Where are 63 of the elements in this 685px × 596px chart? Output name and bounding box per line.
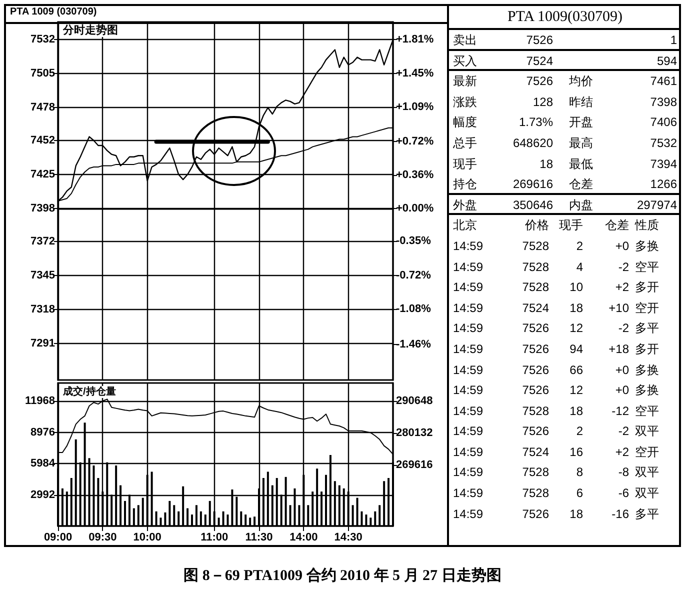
y2-tick-label: +1.45% [396, 67, 434, 80]
text: 14:59 7524 18 +10 空开 [453, 300, 659, 315]
text: 涨跌 128 昨结 7398 [453, 94, 677, 109]
x-tick-label: 09:30 [88, 532, 117, 544]
y2-tick-label: 269616 [396, 458, 433, 471]
text: 14:59 7526 12 +0 多换 [453, 383, 659, 398]
text: 持仓 269616 仓差 1266 [453, 177, 677, 192]
text: 总手 648620 最高 7532 [453, 136, 677, 150]
text: 14:59 7526 12 -2 多平 [453, 321, 659, 336]
y2-tick-label: +1.09% [396, 100, 434, 113]
text: 14:59 7524 16 +2 空开 [453, 444, 659, 459]
y2-tick-label: -1.08% [396, 303, 432, 316]
text: 14:59 7528 8 -8 双平 [453, 465, 659, 480]
y-tick-label: 7291 [30, 337, 55, 350]
text: 最新 7526 均价 7461 [453, 74, 677, 88]
text: 14:59 7528 6 -6 双平 [453, 486, 659, 500]
y2-tick-label: +0.36% [396, 168, 434, 181]
y-tick-label: 7452 [30, 134, 55, 146]
y2-tick-label: -1.46% [396, 338, 432, 351]
y2-tick-label: +0.00% [396, 202, 434, 214]
y2-tick-label: -0.35% [396, 235, 432, 248]
chart-title: PTA 1009 (030709) [10, 6, 97, 18]
x-tick-label: 14:30 [334, 532, 362, 544]
y-tick-label: 7532 [30, 34, 55, 46]
y-tick-label: 7478 [30, 102, 55, 114]
text: 14:59 7526 94 +18 多开 [453, 342, 659, 356]
y-tick-label: 11968 [25, 395, 55, 408]
y2-tick-label: 290648 [396, 394, 433, 407]
text: 北京 价格 现手 仓差 性质 [453, 218, 659, 232]
text: 14:59 7528 2 +0 多换 [453, 238, 659, 253]
x-tick-label: 09:00 [44, 532, 72, 544]
text: 14:59 7528 18 -12 空平 [453, 404, 659, 418]
chart-title: 成交/持仓量 [62, 386, 116, 398]
x-tick-label: 14:00 [290, 532, 318, 544]
y-tick-label: 5984 [30, 458, 56, 470]
text: PTA 1009(030709) [449, 6, 681, 30]
y-tick-label: 7318 [30, 303, 55, 316]
text: 外盘 350646 内盘 297974 [453, 198, 677, 212]
x-tick-label: 10:00 [133, 532, 162, 544]
y-tick-label: 2992 [30, 488, 55, 501]
text: 14:59 7528 4 -2 空平 [453, 260, 659, 274]
y2-tick-label: -0.72% [396, 270, 432, 282]
text: 幅度 1.73% 开盘 7406 [453, 115, 677, 130]
chart-subtitle: 分时走势图 [62, 24, 118, 36]
caption: 图 8－69 PTA1009 合约 2010 年 5 月 27 日走势图 [182, 566, 502, 585]
x-tick-label: 11:00 [200, 532, 228, 544]
text: 买入 7524 594 [453, 54, 677, 68]
y2-tick-label: +1.81% [396, 34, 434, 46]
y-tick-label: 8976 [30, 426, 55, 438]
x-tick-label: 11:30 [245, 532, 273, 544]
y-tick-label: 7505 [30, 68, 55, 80]
y-tick-label: 7425 [30, 168, 55, 181]
text: 14:59 7528 10 +2 多开 [453, 280, 659, 294]
y-tick-label: 7372 [30, 235, 55, 248]
y2-tick-label: 280132 [396, 426, 433, 439]
y-tick-label: 7345 [30, 269, 55, 282]
y-tick-label: 7398 [30, 202, 55, 215]
text: 现手 18 最低 7394 [453, 156, 677, 171]
text: 14:59 7526 66 +0 多换 [453, 362, 659, 376]
text: 卖出 7526 1 [453, 33, 677, 47]
y2-tick-label: +0.72% [396, 135, 434, 148]
text: 14:59 7526 2 -2 双平 [453, 424, 659, 438]
text: 14:59 7526 18 -16 多平 [453, 506, 659, 521]
